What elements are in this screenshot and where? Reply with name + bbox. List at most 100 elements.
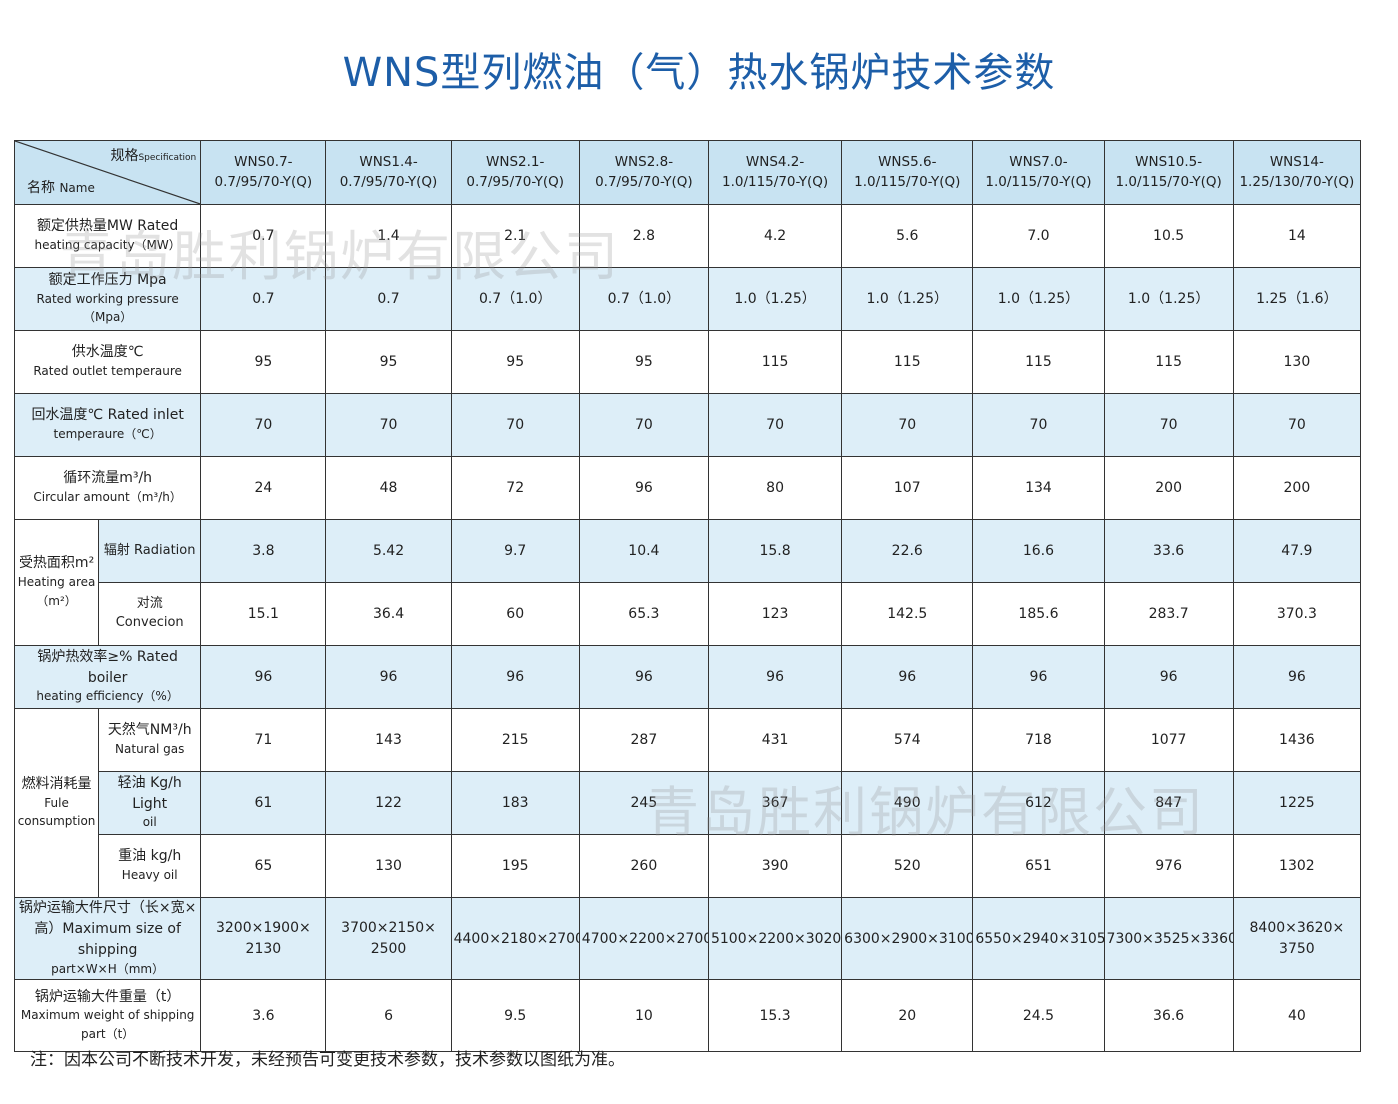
value-cell: 61 — [200, 771, 327, 835]
row-label: 额定供热量MW Rated heating capacity（MW） — [13, 204, 202, 268]
value-cell: 367 — [707, 771, 843, 835]
value-cell: 70 — [1103, 393, 1234, 457]
page-title: WNS型列燃油（气）热水锅炉技术参数 — [342, 50, 1056, 96]
value-cell: 2.1 — [450, 204, 580, 268]
value-cell: 36.4 — [325, 582, 452, 646]
value-cell: 245 — [578, 771, 709, 835]
value-cell: 1077 — [1103, 708, 1234, 772]
group-label-fuel-consumption: 燃料消耗量 Fule consumption — [13, 708, 100, 898]
value-cell: 15.1 — [200, 582, 327, 646]
value-cell: 48 — [325, 456, 452, 520]
value-cell: 107 — [841, 456, 974, 520]
value-cell: 574 — [841, 708, 974, 772]
value-cell: 195 — [450, 834, 580, 898]
value-cell: 130 — [325, 834, 452, 898]
value-cell: 123 — [707, 582, 843, 646]
value-cell: 2.8 — [578, 204, 709, 268]
value-cell: 5.6 — [841, 204, 974, 268]
value-cell: 14 — [1232, 204, 1362, 268]
row-label: 锅炉运输大件重量（t） Maximum weight of shipping par… — [13, 979, 202, 1053]
value-cell: 651 — [972, 834, 1105, 898]
value-cell: 96 — [578, 456, 709, 520]
value-cell: 976 — [1103, 834, 1234, 898]
value-cell: 115 — [707, 330, 843, 394]
corner-diagonal — [15, 141, 200, 204]
value-cell: 287 — [578, 708, 709, 772]
value-cell: 7300×3525×3360 — [1103, 896, 1234, 981]
row-fuel-natural-gas: 燃料消耗量 Fule consumption 天然气NM³/h Natural gas… — [13, 708, 1362, 898]
corner-spec-label: 规格Specification — [110, 148, 197, 164]
value-cell: 95 — [450, 330, 580, 394]
value-cell: 0.7（1.0） — [450, 267, 580, 331]
value-cell: 200 — [1103, 456, 1234, 520]
value-cell: 70 — [450, 393, 580, 457]
value-cell: 70 — [707, 393, 843, 457]
value-cell: 72 — [450, 456, 580, 520]
row-shipping-weight: 锅炉运输大件重量（t） Maximum weight of shipping par… — [13, 979, 1362, 1053]
model-header: WNS7.0- 1.0/115/70-Y(Q) — [972, 140, 1105, 205]
sub-label: 辐射 Radiation — [98, 519, 202, 583]
value-cell: 183 — [450, 771, 580, 835]
value-cell: 1225 — [1232, 771, 1362, 835]
value-cell: 390 — [707, 834, 843, 898]
value-cell: 10.5 — [1103, 204, 1234, 268]
model-header: WNS4.2- 1.0/115/70-Y(Q) — [707, 140, 843, 205]
value-cell: 142.5 — [841, 582, 974, 646]
value-cell: 1302 — [1232, 834, 1362, 898]
value-cell: 7.0 — [972, 204, 1105, 268]
value-cell: 122 — [325, 771, 452, 835]
model-header: WNS2.1- 0.7/95/70-Y(Q) — [450, 140, 580, 205]
value-cell: 65.3 — [578, 582, 709, 646]
value-cell: 200 — [1232, 456, 1362, 520]
value-cell: 115 — [841, 330, 974, 394]
row-label: 锅炉运输大件尺寸（长×宽× 高）Maximum size of shipping p… — [13, 896, 202, 981]
sub-label: 对流 Convecion — [98, 582, 202, 646]
row-fuel-heavy-oil: 重油 kg/h Heavy oil 65 130 195 260 390 520 … — [15, 834, 1362, 898]
value-cell: 8400×3620× 3750 — [1232, 896, 1362, 981]
value-cell: 70 — [972, 393, 1105, 457]
value-cell: 0.7（1.0） — [578, 267, 709, 331]
spec-table: 规格Specification 名称 Name WNS0.7- 0.7/95/70… — [13, 140, 1362, 1053]
value-cell: 3.8 — [200, 519, 327, 583]
row-label: 循环流量m³/h Circular amount（m³/h） — [13, 456, 202, 520]
model-header: WNS0.7- 0.7/95/70-Y(Q) — [200, 140, 327, 205]
value-cell: 1.0（1.25） — [841, 267, 974, 331]
value-cell: 70 — [841, 393, 974, 457]
group-label-heating-area: 受热面积m² Heating area （m²） — [13, 519, 100, 646]
row-shipping-size: 锅炉运输大件尺寸（长×宽× 高）Maximum size of shipping p… — [13, 896, 1362, 981]
value-cell: 40 — [1232, 979, 1362, 1053]
header-row: 规格Specification 名称 Name WNS0.7- 0.7/95/70… — [13, 140, 1362, 205]
value-cell: 96 — [200, 645, 327, 709]
row-inlet-temperature: 回水温度℃ Rated inlet temperaure（℃） 70 70 70 … — [13, 393, 1362, 457]
value-cell: 70 — [325, 393, 452, 457]
model-header: WNS2.8- 0.7/95/70-Y(Q) — [578, 140, 709, 205]
value-cell: 134 — [972, 456, 1105, 520]
row-label: 供水温度℃ Rated outlet temperaure — [13, 330, 202, 394]
value-cell: 370.3 — [1232, 582, 1362, 646]
value-cell: 4400×2180×2700 — [450, 896, 580, 981]
value-cell: 24.5 — [972, 979, 1105, 1053]
model-header: WNS5.6- 1.0/115/70-Y(Q) — [841, 140, 974, 205]
row-label: 额定工作压力 Mpa Rated working pressure （Mpa） — [13, 267, 202, 331]
value-cell: 1.0（1.25） — [707, 267, 843, 331]
sub-label: 重油 kg/h Heavy oil — [98, 834, 202, 898]
value-cell: 0.7 — [325, 267, 452, 331]
row-fuel-light-oil: 轻油 Kg/h Light oil 61 122 183 245 367 490 … — [15, 771, 1362, 835]
value-cell: 96 — [1232, 645, 1362, 709]
value-cell: 36.6 — [1103, 979, 1234, 1053]
model-header: WNS1.4- 0.7/95/70-Y(Q) — [325, 140, 452, 205]
value-cell: 185.6 — [972, 582, 1105, 646]
value-cell: 3.6 — [200, 979, 327, 1053]
value-cell: 1.0（1.25） — [1103, 267, 1234, 331]
value-cell: 71 — [200, 708, 327, 772]
value-cell: 15.3 — [707, 979, 843, 1053]
value-cell: 96 — [841, 645, 974, 709]
value-cell: 96 — [450, 645, 580, 709]
value-cell: 16.6 — [972, 519, 1105, 583]
row-circular-amount: 循环流量m³/h Circular amount（m³/h） 24 48 72 9… — [13, 456, 1362, 520]
value-cell: 5100×2200×3020 — [707, 896, 843, 981]
model-header: WNS10.5- 1.0/115/70-Y(Q) — [1103, 140, 1234, 205]
value-cell: 24 — [200, 456, 327, 520]
value-cell: 3200×1900× 2130 — [200, 896, 327, 981]
value-cell: 96 — [325, 645, 452, 709]
